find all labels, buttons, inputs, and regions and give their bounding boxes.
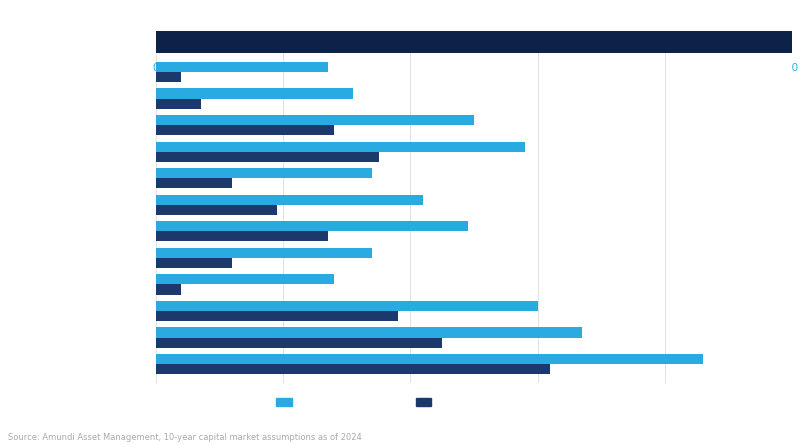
Text: US IG credit: US IG credit [92, 227, 151, 236]
Text: Cash (USD): Cash (USD) [94, 359, 151, 369]
Bar [156, 98, 201, 109]
Bar [156, 258, 232, 268]
Bar [156, 72, 182, 82]
Bar [156, 364, 550, 374]
Bar [156, 221, 468, 231]
Text: EM bonds (USD): EM bonds (USD) [71, 200, 151, 210]
Bar [156, 354, 703, 364]
Bar [156, 142, 525, 152]
Text: Euro IG credit: Euro IG credit [83, 253, 151, 263]
Bar [156, 328, 582, 338]
Bar [156, 301, 538, 311]
Text: US govt bonds: US govt bonds [79, 147, 151, 157]
Bar [156, 338, 442, 348]
Text: Source: Amundi Asset Management, 10-year capital market assumptions as of 2024: Source: Amundi Asset Management, 10-year… [8, 433, 362, 442]
Bar [156, 62, 328, 72]
Bar [156, 205, 277, 215]
Text: Amundi’s 10-year returns on assets: Amundi’s 10-year returns on assets [8, 17, 288, 32]
Bar [156, 194, 423, 205]
Bar [156, 152, 378, 162]
Text: EM equities: EM equities [94, 120, 151, 130]
Bar [156, 248, 372, 258]
Bar [156, 284, 182, 295]
Bar [156, 168, 372, 178]
Text: Euro HY credit: Euro HY credit [81, 306, 151, 316]
Bar [156, 89, 353, 98]
Text: US HY credit: US HY credit [90, 279, 151, 289]
Bar [156, 311, 398, 321]
Text: Commodities: Commodities [86, 332, 151, 343]
Bar [156, 178, 232, 188]
Text: Euro govt bonds: Euro govt bonds [70, 173, 151, 183]
Text: US equities: US equities [94, 67, 151, 77]
Bar [156, 275, 334, 284]
Bar [156, 125, 334, 135]
Text: Euro equities: Euro equities [86, 93, 151, 104]
Legend: Nominal returns (%), Real returns (%): Nominal returns (%), Real returns (%) [272, 393, 528, 412]
Bar [156, 115, 474, 125]
Bar [156, 231, 328, 242]
